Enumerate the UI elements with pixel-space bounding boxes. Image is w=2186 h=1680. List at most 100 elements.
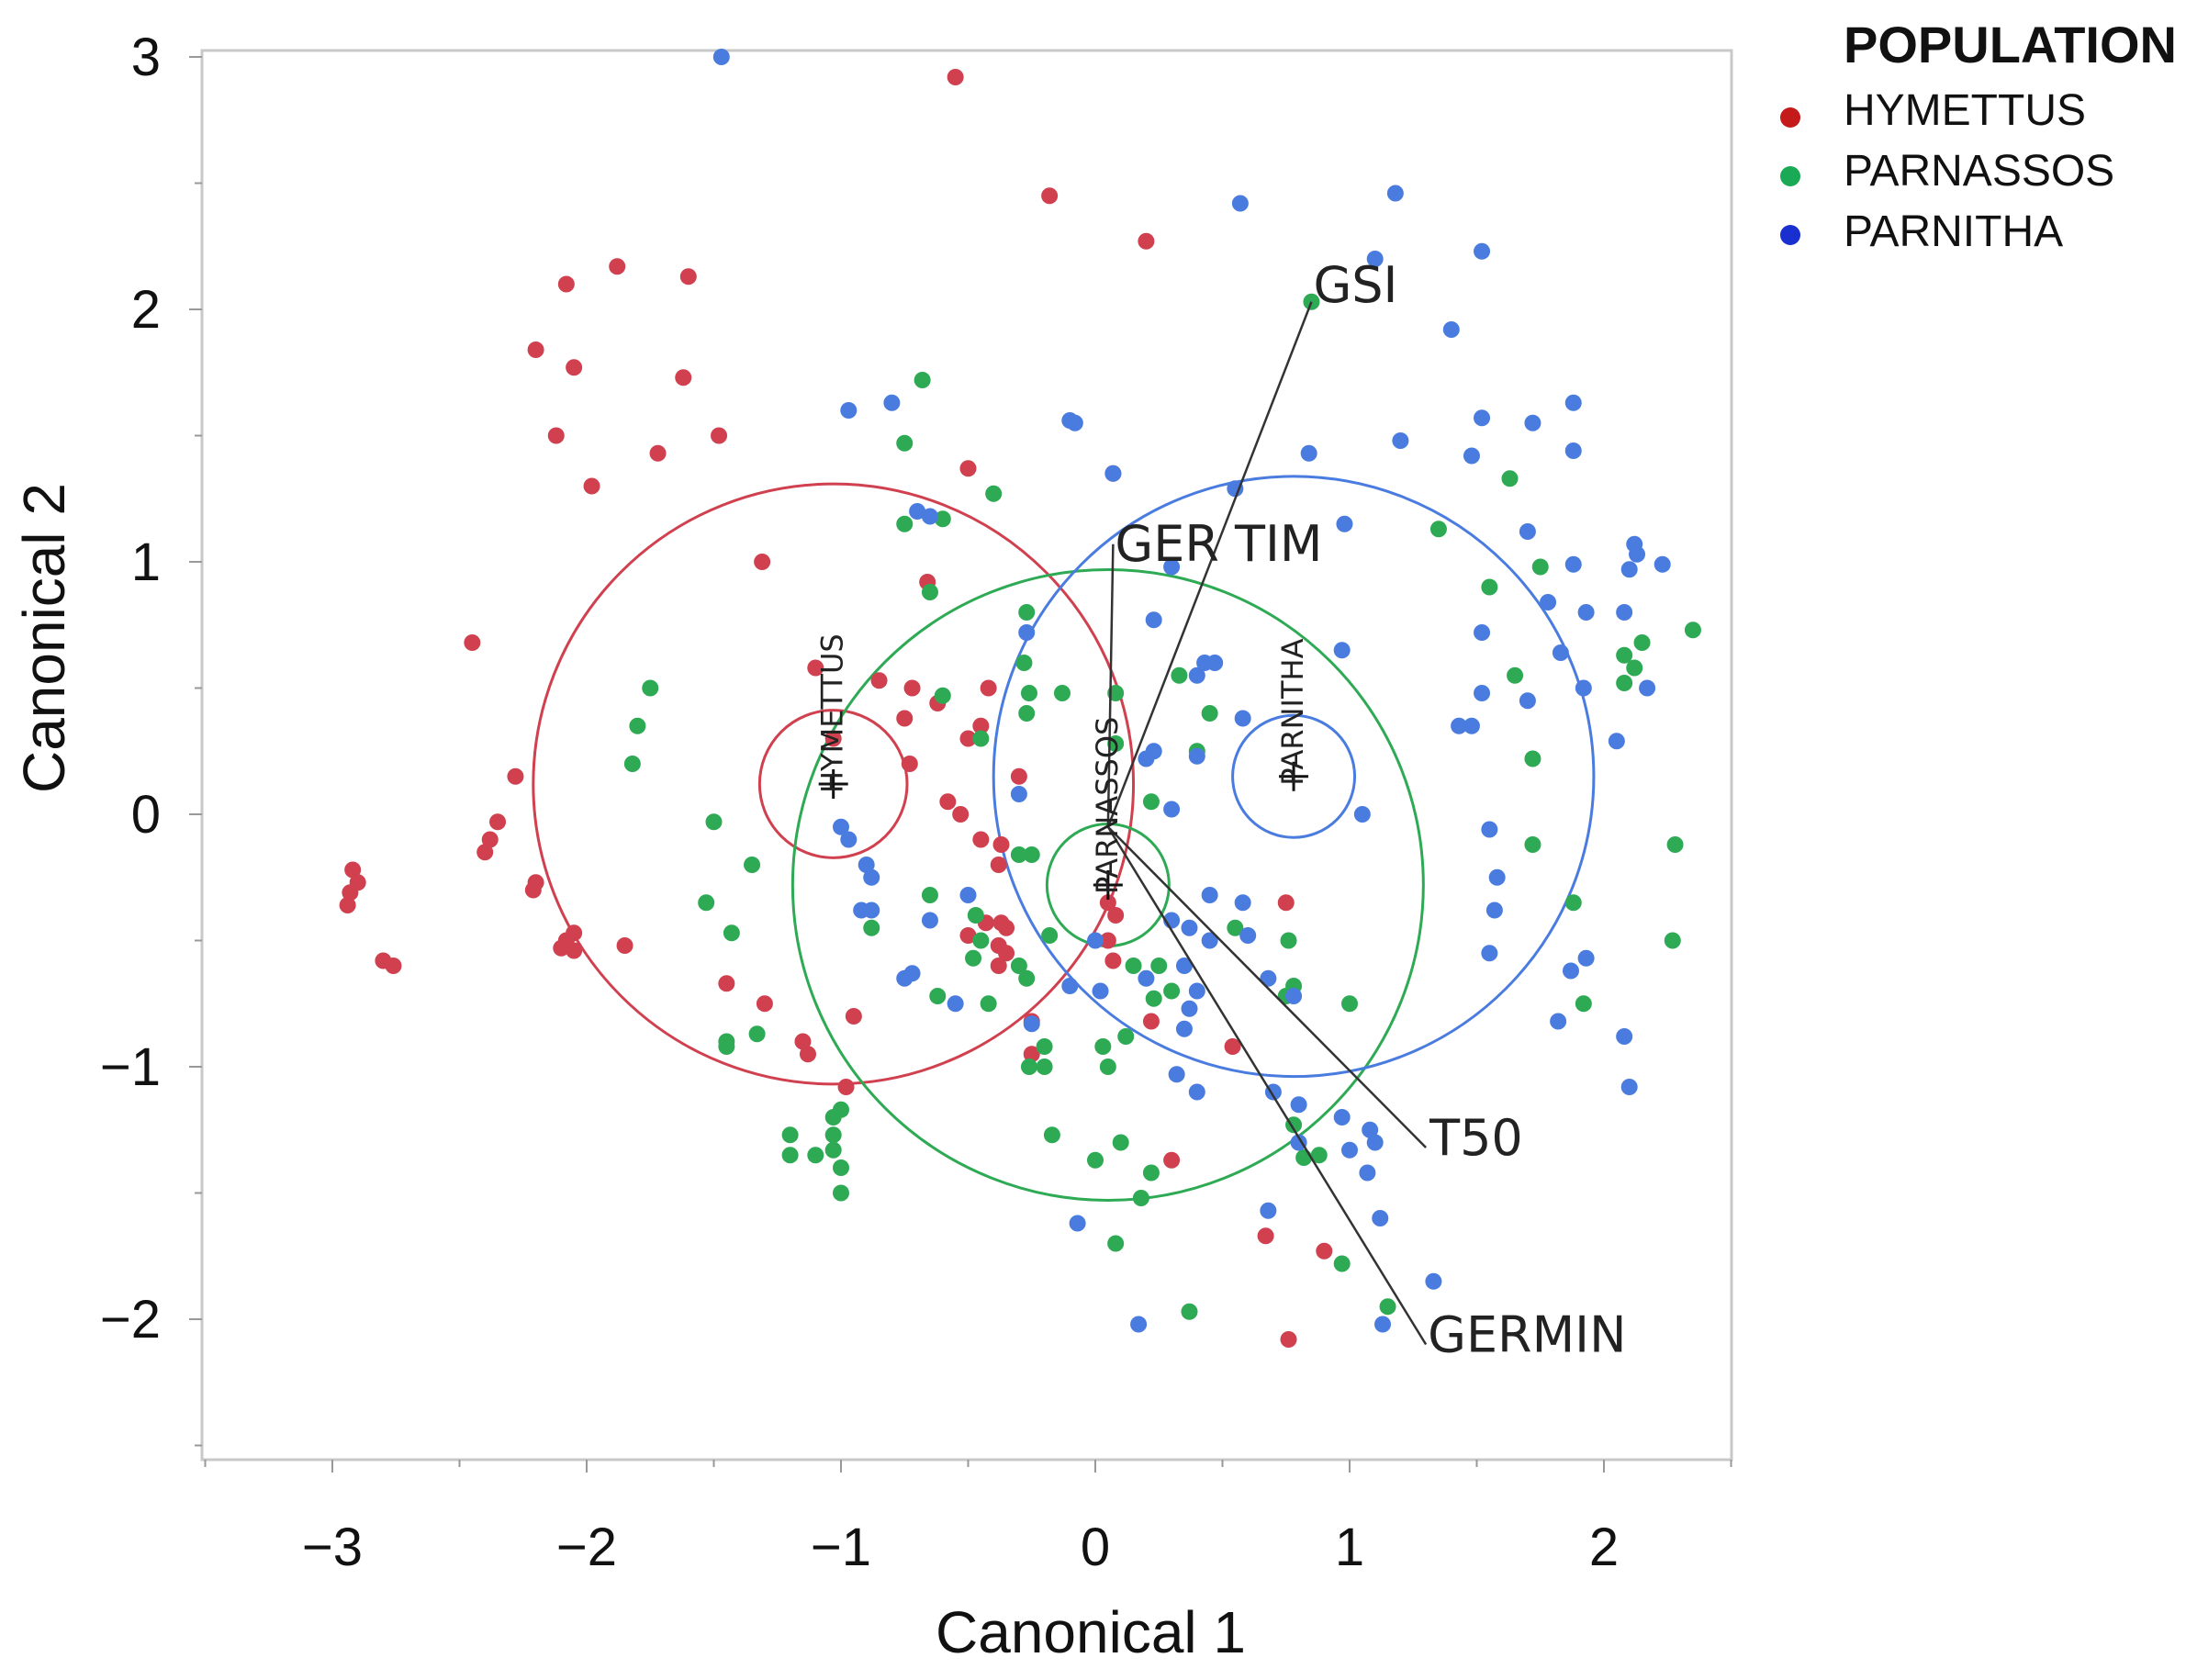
point-parnassos <box>1132 1190 1149 1206</box>
point-parnitha <box>1231 195 1249 212</box>
point-parnassos <box>744 857 761 873</box>
y-tick-label: −1 <box>100 1037 161 1097</box>
point-parnassos <box>1018 604 1036 621</box>
y-tick-label: 1 <box>131 532 161 592</box>
point-parnassos <box>1501 470 1519 487</box>
legend-title: POPULATION <box>1844 16 2177 73</box>
point-parnitha <box>1234 894 1251 912</box>
point-parnitha <box>1188 666 1205 684</box>
legend-label-hymettus: HYMETTUS <box>1844 86 2086 135</box>
inner-circle-hymettus <box>757 709 909 859</box>
point-parnitha <box>883 394 901 411</box>
point-parnitha <box>1519 692 1536 710</box>
point-parnassos <box>623 756 641 772</box>
point-parnassos <box>1310 1147 1328 1164</box>
point-parnassos <box>1524 750 1541 767</box>
point-parnitha <box>840 402 858 419</box>
point-hymettus <box>344 861 362 879</box>
point-parnassos <box>642 679 659 697</box>
point-hymettus <box>1316 1242 1333 1260</box>
point-parnitha <box>1386 185 1404 202</box>
group-centroids: HYMETTUS PARNASSOS PARNITHA <box>815 633 1310 900</box>
vector-label: GSI <box>1313 256 1397 314</box>
point-parnitha <box>1341 1141 1358 1159</box>
point-hymettus <box>837 1079 855 1095</box>
point-parnitha <box>1362 1121 1379 1138</box>
point-parnitha <box>1392 432 1409 449</box>
point-hymettus <box>939 793 957 811</box>
point-parnassos <box>1684 622 1701 639</box>
point-hymettus <box>952 806 970 823</box>
point-parnassos <box>1018 705 1036 722</box>
point-parnitha <box>1639 679 1656 697</box>
point-hymettus <box>527 342 544 358</box>
x-tick-label: 1 <box>1335 1518 1364 1577</box>
centroid-marker <box>1093 870 1123 900</box>
point-parnitha <box>1374 1316 1392 1333</box>
confidence-circles <box>532 475 1596 1202</box>
point-parnitha <box>1575 679 1592 697</box>
outer-circle-hymettus <box>532 482 1136 1086</box>
point-parnassos <box>1633 634 1651 651</box>
point-parnassos <box>781 1147 799 1164</box>
point-parnassos <box>1280 932 1297 949</box>
point-parnassos <box>1107 1235 1125 1252</box>
point-parnassos <box>1531 558 1549 576</box>
point-hymettus <box>1142 1013 1160 1030</box>
point-hymettus <box>507 767 524 785</box>
point-parnitha <box>1336 515 1353 532</box>
point-hymettus <box>711 427 728 444</box>
point-parnassos <box>1112 1134 1129 1151</box>
point-parnassos <box>1018 969 1036 987</box>
point-parnassos <box>1295 1149 1313 1166</box>
legend: POPULATION HYMETTUS PARNASSOS PARNITHA <box>1780 16 2177 256</box>
point-parnassos <box>1666 836 1684 853</box>
point-hymettus <box>1099 894 1116 912</box>
point-parnitha <box>1066 414 1083 431</box>
point-hymettus <box>1224 1038 1241 1055</box>
point-hymettus <box>1041 187 1059 205</box>
point-parnitha <box>1260 969 1277 987</box>
point-parnitha <box>921 912 938 929</box>
y-axis-title: Canonical 2 <box>11 483 77 793</box>
centroid-marker <box>1279 761 1309 791</box>
point-hymettus <box>609 258 626 275</box>
point-parnassos <box>914 372 931 388</box>
point-parnassos <box>934 510 951 528</box>
point-parnitha <box>1333 1109 1351 1126</box>
point-parnassos <box>833 1101 849 1118</box>
point-hymettus <box>845 1008 862 1025</box>
point-parnassos <box>1087 1151 1104 1169</box>
point-parnitha <box>1481 945 1498 962</box>
point-parnitha <box>1474 242 1491 260</box>
point-parnitha <box>1463 447 1480 465</box>
point-parnitha <box>1359 1164 1376 1182</box>
point-parnassos <box>929 988 947 1004</box>
point-parnassos <box>1053 685 1071 701</box>
point-parnassos <box>1142 793 1160 811</box>
point-parnassos <box>1043 1126 1060 1144</box>
point-parnitha <box>1616 604 1633 621</box>
point-parnitha <box>1485 902 1503 919</box>
point-parnitha <box>1227 480 1244 498</box>
vector-line <box>1106 543 1115 827</box>
point-parnitha <box>1451 717 1468 734</box>
point-parnitha <box>1188 982 1205 1000</box>
point-parnassos <box>1429 521 1447 538</box>
x-tick-label: −2 <box>556 1518 617 1577</box>
point-parnitha <box>1087 932 1104 949</box>
point-parnassos <box>807 1147 824 1164</box>
vector-line <box>1106 826 1428 1346</box>
legend-marker-parnassos <box>1780 166 1800 186</box>
point-hymettus <box>649 444 667 462</box>
point-parnassos <box>1094 1038 1112 1055</box>
point-parnassos <box>1227 919 1244 936</box>
point-hymettus <box>799 1046 816 1063</box>
point-parnitha <box>1474 624 1491 641</box>
point-parnitha <box>1442 321 1460 338</box>
point-parnassos <box>1626 659 1643 677</box>
point-parnitha <box>1366 1134 1384 1151</box>
point-parnitha <box>1474 685 1491 701</box>
point-hymettus <box>1277 894 1295 912</box>
